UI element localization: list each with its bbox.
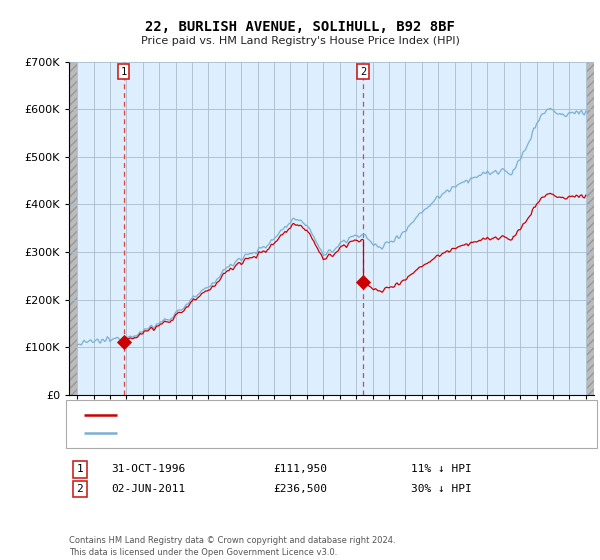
Text: £111,950: £111,950 [273,464,327,474]
Point [119,337,128,346]
Text: 1: 1 [76,464,83,474]
Text: 02-JUN-2011: 02-JUN-2011 [111,484,185,494]
Text: 1: 1 [121,67,127,77]
Bar [587,62,594,395]
Text: 22, BURLISH AVENUE, SOLIHULL, B92 8BF (detached house): 22, BURLISH AVENUE, SOLIHULL, B92 8BF (d… [123,410,440,420]
Text: Price paid vs. HM Land Registry's House Price Index (HPI): Price paid vs. HM Land Registry's House … [140,36,460,46]
Text: 22, BURLISH AVENUE, SOLIHULL, B92 8BF: 22, BURLISH AVENUE, SOLIHULL, B92 8BF [145,20,455,34]
Text: 31-OCT-1996: 31-OCT-1996 [111,464,185,474]
Point [358,278,368,287]
Text: 11% ↓ HPI: 11% ↓ HPI [411,464,472,474]
Text: 2: 2 [76,484,83,494]
Text: 2: 2 [360,67,366,77]
Text: 30% ↓ HPI: 30% ↓ HPI [411,484,472,494]
Text: HPI: Average price, detached house, Solihull: HPI: Average price, detached house, Soli… [123,428,382,438]
Text: Contains HM Land Registry data © Crown copyright and database right 2024.
This d: Contains HM Land Registry data © Crown c… [69,536,395,557]
Text: £236,500: £236,500 [273,484,327,494]
Bar [69,62,77,395]
